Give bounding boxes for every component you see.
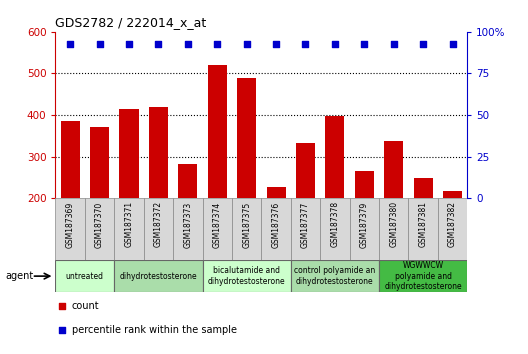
Bar <box>296 143 315 198</box>
Text: percentile rank within the sample: percentile rank within the sample <box>72 325 237 335</box>
Text: GSM187375: GSM187375 <box>242 201 251 247</box>
Point <box>419 41 427 47</box>
Text: WGWWCW
polyamide and
dihydrotestosterone: WGWWCW polyamide and dihydrotestosterone <box>384 261 462 291</box>
Bar <box>261 198 291 260</box>
Text: untreated: untreated <box>66 272 104 281</box>
Point <box>313 237 322 242</box>
Text: dihydrotestosterone: dihydrotestosterone <box>119 272 197 281</box>
Text: GSM187369: GSM187369 <box>65 201 74 247</box>
Point <box>242 41 251 47</box>
Point <box>331 41 339 47</box>
Bar <box>144 198 173 260</box>
Text: GSM187371: GSM187371 <box>125 201 134 247</box>
Text: GSM187376: GSM187376 <box>271 201 280 247</box>
Bar <box>208 65 227 198</box>
Point <box>213 41 221 47</box>
Text: GSM187373: GSM187373 <box>183 201 192 247</box>
Point <box>154 41 163 47</box>
Point <box>360 41 369 47</box>
Bar <box>55 260 114 292</box>
Bar <box>438 198 467 260</box>
Text: GSM187378: GSM187378 <box>331 201 340 247</box>
Bar <box>114 260 203 292</box>
Bar <box>384 141 403 198</box>
Text: GSM187370: GSM187370 <box>95 201 104 247</box>
Point <box>301 41 310 47</box>
Bar <box>149 107 168 198</box>
Bar <box>203 198 232 260</box>
Bar <box>203 260 291 292</box>
Point <box>448 41 457 47</box>
Point <box>66 41 74 47</box>
Text: GSM187381: GSM187381 <box>419 201 428 247</box>
Bar <box>267 187 286 198</box>
Point <box>96 41 104 47</box>
Bar <box>55 198 85 260</box>
Point <box>125 41 133 47</box>
Text: GSM187377: GSM187377 <box>301 201 310 247</box>
Bar <box>443 191 462 198</box>
Point <box>313 24 322 30</box>
Bar <box>114 198 144 260</box>
Bar <box>237 78 256 198</box>
Text: GSM187379: GSM187379 <box>360 201 369 247</box>
Bar <box>355 171 374 198</box>
Text: GSM187372: GSM187372 <box>154 201 163 247</box>
Text: GDS2782 / 222014_x_at: GDS2782 / 222014_x_at <box>55 16 206 29</box>
Text: control polyamide an
dihydrotestosterone: control polyamide an dihydrotestosterone <box>294 267 375 286</box>
Point <box>272 41 280 47</box>
Bar <box>291 198 320 260</box>
Point <box>184 41 192 47</box>
Bar <box>350 198 379 260</box>
Bar <box>173 198 203 260</box>
Bar <box>320 198 350 260</box>
Bar <box>232 198 261 260</box>
Bar <box>413 178 433 198</box>
Bar <box>325 116 344 198</box>
Bar <box>379 198 409 260</box>
Bar <box>178 164 197 198</box>
Bar <box>291 260 379 292</box>
Text: agent: agent <box>5 271 34 281</box>
Bar <box>61 121 80 198</box>
Text: GSM187382: GSM187382 <box>448 201 457 247</box>
Text: count: count <box>72 301 100 311</box>
Point <box>390 41 398 47</box>
Bar <box>409 198 438 260</box>
Bar <box>90 127 109 198</box>
Text: GSM187374: GSM187374 <box>213 201 222 247</box>
Bar <box>85 198 114 260</box>
Text: GSM187380: GSM187380 <box>389 201 398 247</box>
Bar <box>119 109 138 198</box>
Bar <box>379 260 467 292</box>
Text: bicalutamide and
dihydrotestosterone: bicalutamide and dihydrotestosterone <box>208 267 286 286</box>
